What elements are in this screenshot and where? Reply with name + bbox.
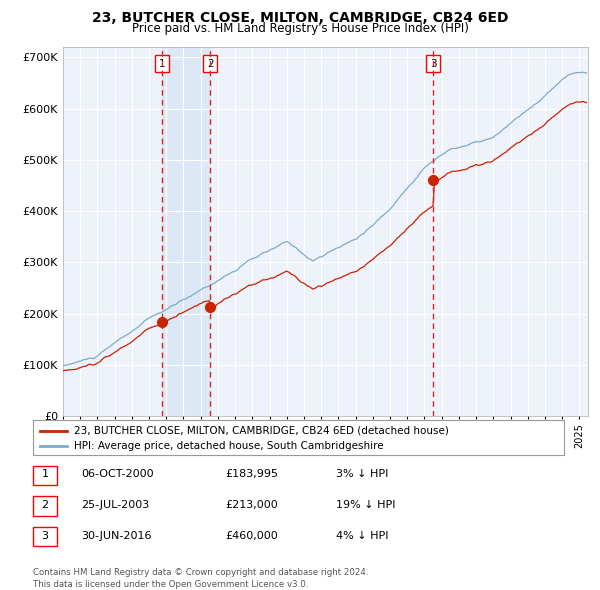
Text: 3% ↓ HPI: 3% ↓ HPI: [336, 470, 388, 479]
Text: 2: 2: [41, 500, 49, 510]
Text: HPI: Average price, detached house, South Cambridgeshire: HPI: Average price, detached house, Sout…: [74, 441, 384, 451]
Text: 2: 2: [207, 59, 214, 69]
Text: 1: 1: [159, 59, 166, 69]
Text: Contains HM Land Registry data © Crown copyright and database right 2024.: Contains HM Land Registry data © Crown c…: [33, 568, 368, 577]
Text: 06-OCT-2000: 06-OCT-2000: [81, 470, 154, 479]
Text: 3: 3: [430, 59, 436, 69]
Text: £183,995: £183,995: [225, 470, 278, 479]
Text: £213,000: £213,000: [225, 500, 278, 510]
Text: This data is licensed under the Open Government Licence v3.0.: This data is licensed under the Open Gov…: [33, 579, 308, 589]
Text: 30-JUN-2016: 30-JUN-2016: [81, 531, 151, 540]
Text: 1: 1: [41, 470, 49, 479]
Text: 23, BUTCHER CLOSE, MILTON, CAMBRIDGE, CB24 6ED (detached house): 23, BUTCHER CLOSE, MILTON, CAMBRIDGE, CB…: [74, 426, 449, 435]
Text: 3: 3: [41, 531, 49, 540]
Text: Price paid vs. HM Land Registry's House Price Index (HPI): Price paid vs. HM Land Registry's House …: [131, 22, 469, 35]
Text: 25-JUL-2003: 25-JUL-2003: [81, 500, 149, 510]
Text: 23, BUTCHER CLOSE, MILTON, CAMBRIDGE, CB24 6ED: 23, BUTCHER CLOSE, MILTON, CAMBRIDGE, CB…: [92, 11, 508, 25]
Text: 19% ↓ HPI: 19% ↓ HPI: [336, 500, 395, 510]
Bar: [162, 47, 211, 416]
Text: £460,000: £460,000: [225, 531, 278, 540]
Text: 4% ↓ HPI: 4% ↓ HPI: [336, 531, 389, 540]
